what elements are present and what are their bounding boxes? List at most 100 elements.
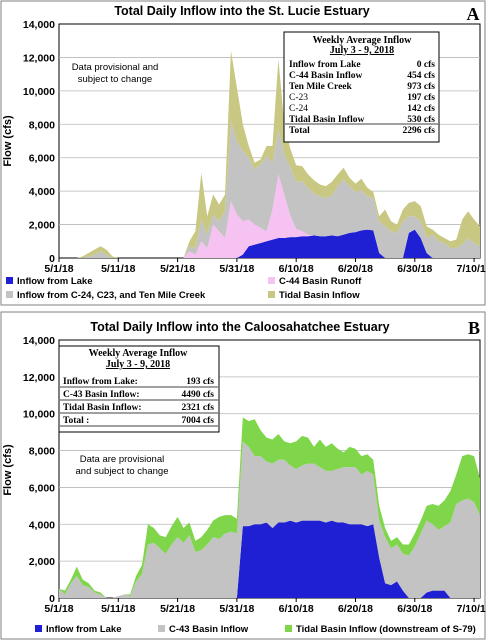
y-tick-label: 14,000 <box>23 19 55 31</box>
table-row-label: Total : <box>63 416 89 426</box>
legend-swatch <box>35 625 42 632</box>
x-tick-label: 7/10/18 <box>457 263 486 275</box>
y-tick-label: 4,000 <box>29 519 55 531</box>
x-tick-label: 6/20/18 <box>338 263 373 275</box>
y-tick-label: 2,000 <box>29 556 55 568</box>
table-row-label: Inflow from Lake <box>289 60 361 70</box>
x-tick-label: 6/30/18 <box>397 263 432 275</box>
note-b-line-2: and subject to change <box>76 466 169 477</box>
area-series-2 <box>59 441 480 598</box>
x-tick-label: 5/11/18 <box>101 603 136 615</box>
note-a-line-1: Data provisional and <box>72 62 159 73</box>
weekly-table-b-box <box>58 345 220 433</box>
weekly-table-a-title: Weekly Average Inflow <box>313 35 412 46</box>
areas-a <box>59 50 480 258</box>
y-tick-label: 0 <box>49 253 55 265</box>
note-b-line-1: Data are provisional <box>80 454 165 465</box>
table-row-label: Inflow from Lake: <box>63 377 138 387</box>
legend-label: C-43 Basin Inflow <box>169 624 249 635</box>
table-row-value: 4490 cfs <box>182 390 215 400</box>
x-tick-label: 6/10/18 <box>279 603 314 615</box>
x-tick-label: 6/30/18 <box>397 603 432 615</box>
weekly-table-a: Weekly Average Inflow July 3 - 9, 2018 I… <box>283 31 440 143</box>
x-tick-label: 5/1/18 <box>44 603 73 615</box>
area-series-3 <box>59 417 480 598</box>
y-tick-label: 12,000 <box>23 372 55 384</box>
table-row-label: C-23 <box>289 93 308 103</box>
area-series-3 <box>59 120 480 258</box>
legend-swatch <box>6 291 13 298</box>
legend-swatch <box>268 291 275 298</box>
x-tick-label: 7/10/18 <box>457 603 486 615</box>
y-tick-label: 10,000 <box>23 86 55 98</box>
weekly-table-b-title: Weekly Average Inflow <box>89 348 188 359</box>
y-tick-label: 12,000 <box>23 52 55 64</box>
table-row-value: 7004 cfs <box>182 416 215 426</box>
legend-swatch <box>6 277 13 284</box>
legend-b: Inflow from Lake C-43 Basin Inflow Tidal B… <box>35 624 476 635</box>
chart-title-b: Total Daily Inflow into the Caloosahatch… <box>90 320 389 334</box>
x-tick-label: 5/31/18 <box>219 263 254 275</box>
y-axis-label-b: Flow (cfs) <box>2 444 14 496</box>
x-tick-label: 5/21/18 <box>160 603 195 615</box>
area-series-1 <box>59 520 480 598</box>
table-row-label: C-44 Basin Inflow <box>289 71 363 81</box>
legend-swatch <box>158 625 165 632</box>
table-row-label: Tidal Basin Inflow <box>289 115 364 125</box>
panel-letter-b: B <box>468 318 480 338</box>
legend-label: Inflow from C-24, C23, and Ten Mile Cree… <box>17 290 206 301</box>
x-tick-label: 5/11/18 <box>101 263 136 275</box>
y-ticks-b: 0 2,000 4,000 6,000 8,000 10,000 12,000 14,000 <box>23 335 55 605</box>
legend-label: Inflow from Lake <box>17 276 92 287</box>
table-row-label: Total <box>289 126 310 136</box>
x-tick-label: 5/31/18 <box>219 603 254 615</box>
y-tick-label: 0 <box>49 593 55 605</box>
table-row-label: Tidal Basin Inflow: <box>63 403 142 413</box>
y-tick-label: 8,000 <box>29 446 55 458</box>
table-row-label: C-24 <box>289 104 308 114</box>
weekly-table-a-dates: July 3 - 9, 2018 <box>330 45 394 56</box>
weekly-table-b: Weekly Average Inflow July 3 - 9, 2018 I… <box>58 345 220 433</box>
table-row-value: 193 cfs <box>186 377 214 387</box>
chart-title-a: Total Daily Inflow into the St. Lucie Es… <box>114 4 369 18</box>
table-row-value: 530 cfs <box>407 115 435 125</box>
table-row-value: 973 cfs <box>407 82 435 92</box>
table-row-value: 197 cfs <box>407 93 435 103</box>
y-axis-label-a: Flow (cfs) <box>2 115 14 167</box>
y-ticks-a: 0 2,000 4,000 6,000 8,000 10,000 12,000 14,000 <box>23 19 55 265</box>
panel-letter-a: A <box>467 4 480 24</box>
x-tick-label: 5/21/18 <box>160 263 195 275</box>
x-tick-label: 6/10/18 <box>279 263 314 275</box>
legend-a: Inflow from Lake C-44 Basin Runoff Inflow … <box>6 276 362 301</box>
area-series-4 <box>59 50 480 258</box>
x-ticks-b: 5/1/18 5/11/18 5/21/18 5/31/18 6/10/18 6/20/1… <box>44 598 486 615</box>
x-tick-label: 6/20/18 <box>338 603 373 615</box>
legend-label: Tidal Basin Inflow <box>279 290 360 301</box>
note-a-line-2: subject to change <box>78 74 152 85</box>
weekly-table-b-dates: July 3 - 9, 2018 <box>106 359 170 370</box>
table-row-value: 2321 cfs <box>182 403 215 413</box>
legend-swatch <box>268 277 275 284</box>
y-tick-label: 8,000 <box>29 119 55 131</box>
area-series-1 <box>59 229 480 258</box>
legend-swatch <box>285 625 292 632</box>
table-row-value: 2296 cfs <box>403 126 436 136</box>
legend-label: Inflow from Lake <box>46 624 121 635</box>
table-row-label: C-43 Basin Inflow: <box>63 390 140 400</box>
panel-caloosahatchee: 02,0004,0006,0008,00010,00012,00014,000 … <box>0 311 486 640</box>
table-row-value: 0 cfs <box>417 60 436 70</box>
areas-b <box>59 417 480 598</box>
y-tick-label: 6,000 <box>29 153 55 165</box>
y-tick-label: 2,000 <box>29 220 55 232</box>
table-row-value: 142 cfs <box>407 104 435 114</box>
y-tick-label: 6,000 <box>29 482 55 494</box>
table-row-label: Ten Mile Creek <box>289 82 353 92</box>
y-tick-label: 10,000 <box>23 409 55 421</box>
y-tick-label: 4,000 <box>29 186 55 198</box>
table-row-value: 454 cfs <box>407 71 435 81</box>
x-tick-label: 5/1/18 <box>44 263 73 275</box>
legend-label: C-44 Basin Runoff <box>279 276 362 287</box>
x-ticks-a: 5/1/18 5/11/18 5/21/18 5/31/18 6/10/18 6/20/1… <box>44 258 486 275</box>
legend-label: Tidal Basin Inflow (downstream of S-79) <box>296 624 476 635</box>
